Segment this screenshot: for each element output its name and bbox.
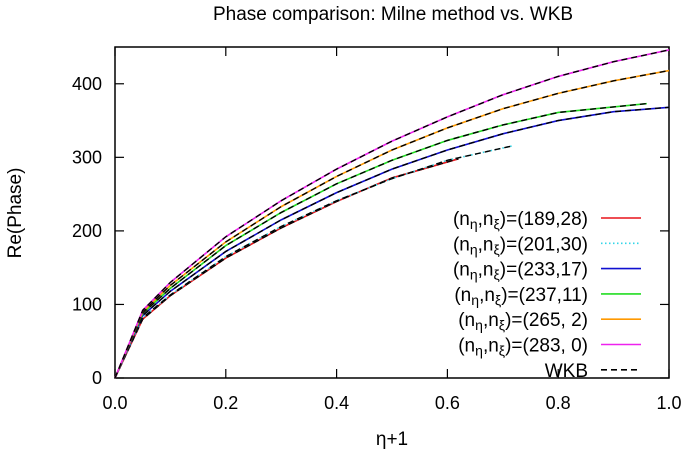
- legend-entry: (nη,nξ)=(265, 2): [458, 310, 588, 333]
- wkb-curve-3: [114, 102, 647, 379]
- y-tick-label: 200: [72, 221, 102, 241]
- x-tick-label: 0.6: [435, 393, 460, 413]
- x-axis-title: η+1: [376, 429, 408, 450]
- wkb-curve-4: [114, 69, 670, 379]
- y-tick-label: 100: [72, 294, 102, 314]
- wkb-curve-2: [114, 106, 670, 379]
- tick-labels: 0.0 0.2 0.4 0.6 0.8 1.0 0 100 200 300 400: [72, 74, 682, 413]
- y-axis-title: Re(Phase): [5, 168, 26, 259]
- legend-entry: (nη,nξ)=(233,17): [453, 260, 588, 283]
- x-tick-label: 0.8: [546, 393, 571, 413]
- x-tick-label: 0.4: [324, 393, 349, 413]
- x-tick-label: 1.0: [656, 393, 681, 413]
- legend-entry: (nη,nξ)=(189,28): [453, 209, 588, 232]
- y-tick-label: 400: [72, 74, 102, 94]
- x-tick-label: 0.2: [213, 393, 238, 413]
- legend-entry: WKB: [545, 361, 588, 382]
- plot-frame: [114, 46, 670, 379]
- data-curves: [114, 49, 670, 379]
- legend-entry: (nη,nξ)=(201,30): [453, 234, 588, 256]
- y-tick-label: 0: [92, 368, 102, 388]
- wkb-curve-1: [114, 144, 515, 379]
- wkb-curve-0: [114, 158, 459, 379]
- y-tick-label: 300: [72, 147, 102, 167]
- chart-title: Phase comparison: Milne method vs. WKB: [213, 4, 573, 25]
- curve-0: [114, 158, 459, 379]
- x-tick-label: 0.0: [102, 393, 127, 413]
- legend-entry: (nη,nξ)=(283, 0): [458, 336, 588, 359]
- wkb-curve-5: [114, 49, 670, 379]
- legend-entry: (nη,nξ)=(237,11): [454, 285, 588, 308]
- legend: (nη,nξ)=(189,28)(nη,nξ)=(201,30) (nη,nξ)=…: [453, 209, 641, 382]
- axis-ticks: [114, 47, 670, 379]
